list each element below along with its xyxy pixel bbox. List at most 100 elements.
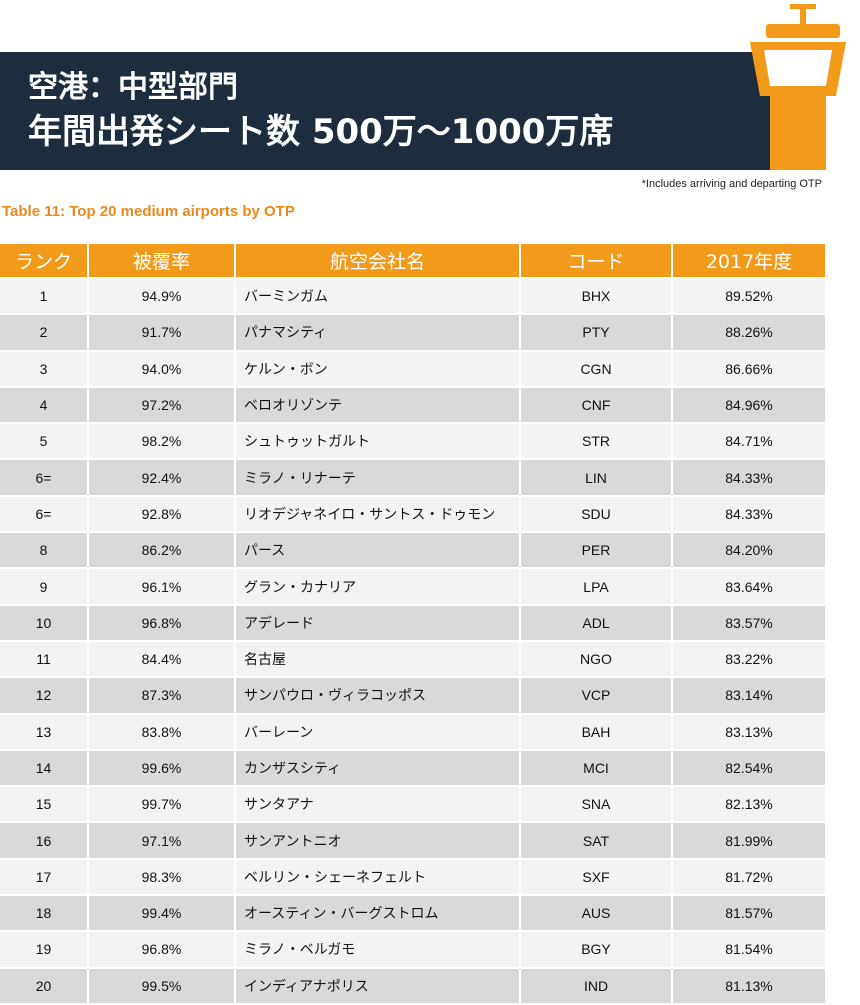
airport-name-cell: オースティン・バーグストロム <box>235 894 521 932</box>
coverage-cell: 98.3% <box>88 857 236 896</box>
code-cell: AUS <box>520 894 673 932</box>
coverage-cell: 84.4% <box>88 639 236 678</box>
rank-cell: 12 <box>0 676 89 714</box>
otp-2017-cell: 89.52% <box>672 276 827 315</box>
otp-2017-cell: 83.22% <box>672 639 827 678</box>
table-row: 18 99.4% オースティン・バーグストロム AUS 81.57% <box>0 894 827 932</box>
code-cell: ADL <box>520 603 673 641</box>
coverage-cell: 99.6% <box>88 748 236 787</box>
column-header: ランク <box>0 244 89 278</box>
column-header: コード <box>520 244 673 278</box>
table-row: 16 97.1% サンアントニオ SAT 81.99% <box>0 821 827 859</box>
note: *Includes arriving and departing OTP <box>641 178 822 190</box>
rank-cell: 13 <box>0 712 89 750</box>
rank-cell: 8 <box>0 531 89 569</box>
rank-cell: 1 <box>0 276 89 315</box>
rank-cell: 6= <box>0 458 89 496</box>
table-row: 1 94.9% バーミンガム BHX 89.52% <box>0 276 827 315</box>
otp-2017-cell: 84.33% <box>672 458 827 496</box>
rank-cell: 15 <box>0 785 89 823</box>
rank-cell: 20 <box>0 966 89 1003</box>
airport-name-cell: ミラノ・ベルガモ <box>235 930 521 968</box>
code-cell: CGN <box>520 349 673 387</box>
otp-2017-cell: 81.99% <box>672 821 827 859</box>
coverage-cell: 94.9% <box>88 276 236 315</box>
rank-cell: 4 <box>0 385 89 424</box>
coverage-cell: 94.0% <box>88 349 236 387</box>
table-row: 20 99.5% インディアナポリス IND 81.13% <box>0 966 827 1003</box>
code-cell: BAH <box>520 712 673 750</box>
table-row: 6= 92.4% ミラノ・リナーテ LIN 84.33% <box>0 458 827 496</box>
table-row: 19 96.8% ミラノ・ベルガモ BGY 81.54% <box>0 930 827 968</box>
code-cell: MCI <box>520 748 673 787</box>
table-row: 8 86.2% パース PER 84.20% <box>0 531 827 569</box>
table-row: 6= 92.8% リオデジャネイロ・サントス・ドゥモン SDU 84.33% <box>0 494 827 533</box>
otp-2017-cell: 81.54% <box>672 930 827 968</box>
column-header: 被覆率 <box>88 244 236 278</box>
coverage-cell: 86.2% <box>88 531 236 569</box>
otp-2017-cell: 83.14% <box>672 676 827 714</box>
banner <box>0 52 800 170</box>
airport-name-cell: ケルン・ボン <box>235 349 521 387</box>
table-caption: Table 11: Top 20 medium airports by OTP <box>2 203 295 220</box>
airport-name-cell: 名古屋 <box>235 639 521 678</box>
table-row: 4 97.2% ベロオリゾンテ CNF 84.96% <box>0 385 827 424</box>
table-row: 14 99.6% カンザスシティ MCI 82.54% <box>0 748 827 787</box>
code-cell: PTY <box>520 313 673 351</box>
coverage-cell: 96.1% <box>88 567 236 605</box>
code-cell: VCP <box>520 676 673 714</box>
rank-cell: 5 <box>0 422 89 460</box>
rank-cell: 16 <box>0 821 89 859</box>
code-cell: SAT <box>520 821 673 859</box>
table-row: 2 91.7% パナマシティ PTY 88.26% <box>0 313 827 351</box>
rank-cell: 18 <box>0 894 89 932</box>
otp-2017-cell: 83.13% <box>672 712 827 750</box>
code-cell: SXF <box>520 857 673 896</box>
coverage-cell: 99.5% <box>88 966 236 1003</box>
airport-name-cell: ベルリン・シェーネフェルト <box>235 857 521 896</box>
coverage-cell: 87.3% <box>88 676 236 714</box>
airport-name-cell: サンパウロ・ヴィラコッポス <box>235 676 521 714</box>
otp-2017-cell: 83.64% <box>672 567 827 605</box>
table-row: 17 98.3% ベルリン・シェーネフェルト SXF 81.72% <box>0 857 827 896</box>
column-header: 航空会社名 <box>235 244 521 278</box>
rank-cell: 17 <box>0 857 89 896</box>
airport-name-cell: インディアナポリス <box>235 966 521 1003</box>
coverage-cell: 92.8% <box>88 494 236 533</box>
coverage-cell: 96.8% <box>88 603 236 641</box>
code-cell: CNF <box>520 385 673 424</box>
title-line: 年間出発シート数 500万〜1000万席 <box>28 112 614 152</box>
otp-2017-cell: 81.13% <box>672 966 827 1003</box>
code-cell: STR <box>520 422 673 460</box>
code-cell: SNA <box>520 785 673 823</box>
airport-name-cell: パース <box>235 531 521 569</box>
ranking-table: ランク 被覆率 航空会社名 コード 2017年度 1 94.9% バーミンガム BHX 89.5… <box>0 244 827 1003</box>
table-row: 3 94.0% ケルン・ボン CGN 86.66% <box>0 349 827 387</box>
rank-cell: 14 <box>0 748 89 787</box>
coverage-cell: 97.1% <box>88 821 236 859</box>
otp-2017-cell: 81.57% <box>672 894 827 932</box>
otp-2017-cell: 84.71% <box>672 422 827 460</box>
coverage-cell: 97.2% <box>88 385 236 424</box>
rank-cell: 11 <box>0 639 89 678</box>
rank-cell: 19 <box>0 930 89 968</box>
column-header: 2017年度 <box>672 244 827 278</box>
airport-name-cell: バーミンガム <box>235 276 521 315</box>
rank-cell: 2 <box>0 313 89 351</box>
airport-name-cell: バーレーン <box>235 712 521 750</box>
airport-name-cell: ミラノ・リナーテ <box>235 458 521 496</box>
airport-name-cell: シュトゥットガルト <box>235 422 521 460</box>
otp-2017-cell: 83.57% <box>672 603 827 641</box>
code-cell: BHX <box>520 276 673 315</box>
coverage-cell: 98.2% <box>88 422 236 460</box>
code-cell: SDU <box>520 494 673 533</box>
airport-name-cell: アデレード <box>235 603 521 641</box>
coverage-cell: 92.4% <box>88 458 236 496</box>
coverage-cell: 99.4% <box>88 894 236 932</box>
otp-2017-cell: 86.66% <box>672 349 827 387</box>
coverage-cell: 91.7% <box>88 313 236 351</box>
otp-2017-cell: 88.26% <box>672 313 827 351</box>
otp-2017-cell: 84.33% <box>672 494 827 533</box>
coverage-cell: 99.7% <box>88 785 236 823</box>
otp-2017-cell: 84.96% <box>672 385 827 424</box>
